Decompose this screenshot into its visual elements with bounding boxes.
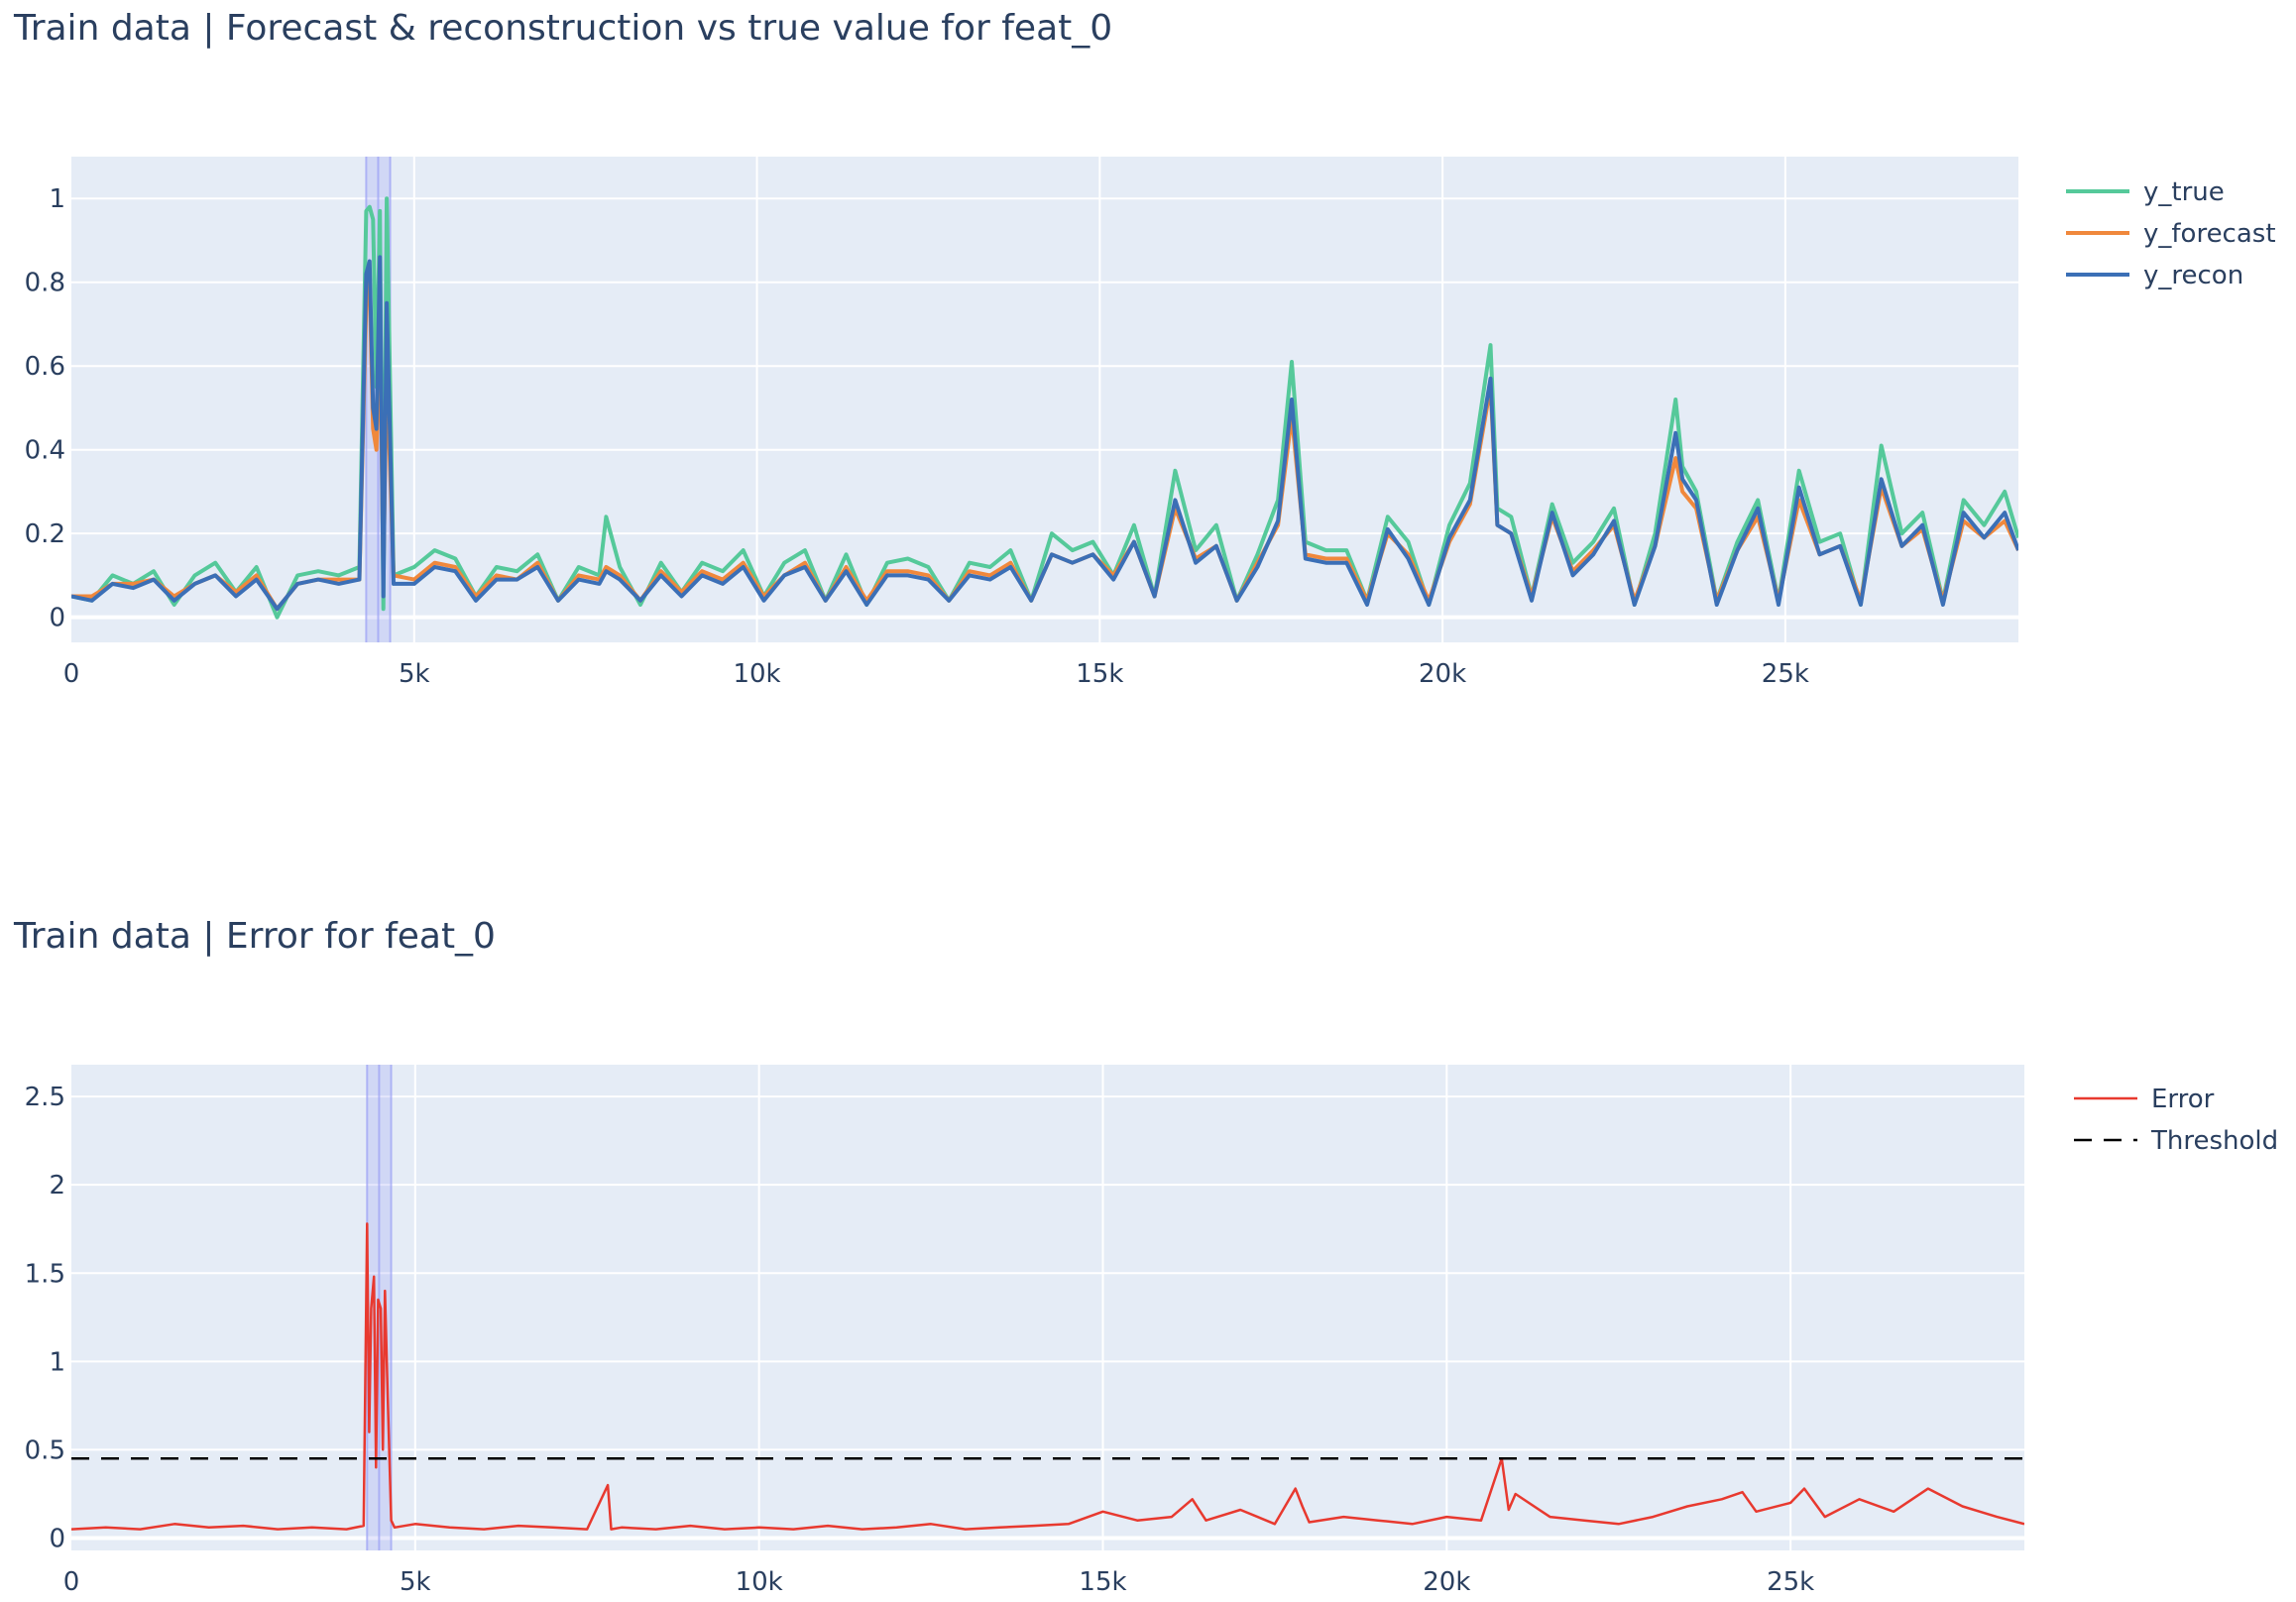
legend-label-y-true[interactable]: y_true [2143, 177, 2225, 207]
x-tick-label: 10k [736, 1567, 783, 1597]
y-tick-label: 1.5 [25, 1259, 65, 1289]
legend-label-y-recon[interactable]: y_recon [2143, 261, 2243, 290]
x-tick-label: 0 [63, 659, 80, 689]
chart-1: 0 5k 10k 15k 20k 25k 0 0.5 1 1.5 2 2.5 Error Threshol… [25, 1065, 2278, 1597]
y-tick-label: 2 [49, 1171, 65, 1201]
legend-label-error[interactable]: Error [2151, 1085, 2215, 1114]
y-tick-label: 0 [49, 1525, 65, 1554]
x-tick-label: 10k [733, 659, 780, 689]
x-tick-label: 15k [1079, 1567, 1126, 1597]
legend-label-y-forecast[interactable]: y_forecast [2143, 219, 2276, 249]
x-tick-label: 0 [63, 1567, 80, 1597]
y-tick-label: 0.8 [25, 269, 65, 298]
x-tick-label: 5k [399, 659, 430, 689]
series-line-y-true [71, 196, 2018, 620]
x-tick-label: 20k [1419, 659, 1466, 689]
series-line-error [71, 1222, 2024, 1531]
x-tick-label: 5k [400, 1567, 431, 1597]
chart-title-error: Train data | Error for feat_0 [14, 916, 496, 957]
series-line-y-forecast [71, 280, 2018, 612]
y-tick-label: 1 [49, 1347, 65, 1377]
x-tick-label: 20k [1423, 1567, 1470, 1597]
y-tick-label: 0.5 [25, 1435, 65, 1465]
y-tick-label: 0.6 [25, 352, 65, 382]
y-tick-label: 0.2 [25, 519, 65, 549]
y-tick-label: 0 [49, 604, 65, 633]
plot-area [71, 1065, 2024, 1550]
chart-title-forecast: Train data | Forecast & reconstruction v… [14, 8, 1113, 49]
y-tick-label: 1 [49, 184, 65, 214]
legend-label-threshold[interactable]: Threshold [2150, 1126, 2278, 1156]
y-tick-label: 2.5 [25, 1083, 65, 1112]
series-line-y-recon [71, 255, 2018, 612]
y-tick-label: 0.4 [25, 436, 65, 466]
chart-0: 0 5k 10k 15k 20k 25k 0 0.2 0.4 0.6 0.8 1 y_true y_for… [25, 157, 2276, 689]
x-tick-label: 25k [1767, 1567, 1814, 1597]
x-tick-label: 25k [1762, 659, 1809, 689]
x-tick-label: 15k [1076, 659, 1123, 689]
